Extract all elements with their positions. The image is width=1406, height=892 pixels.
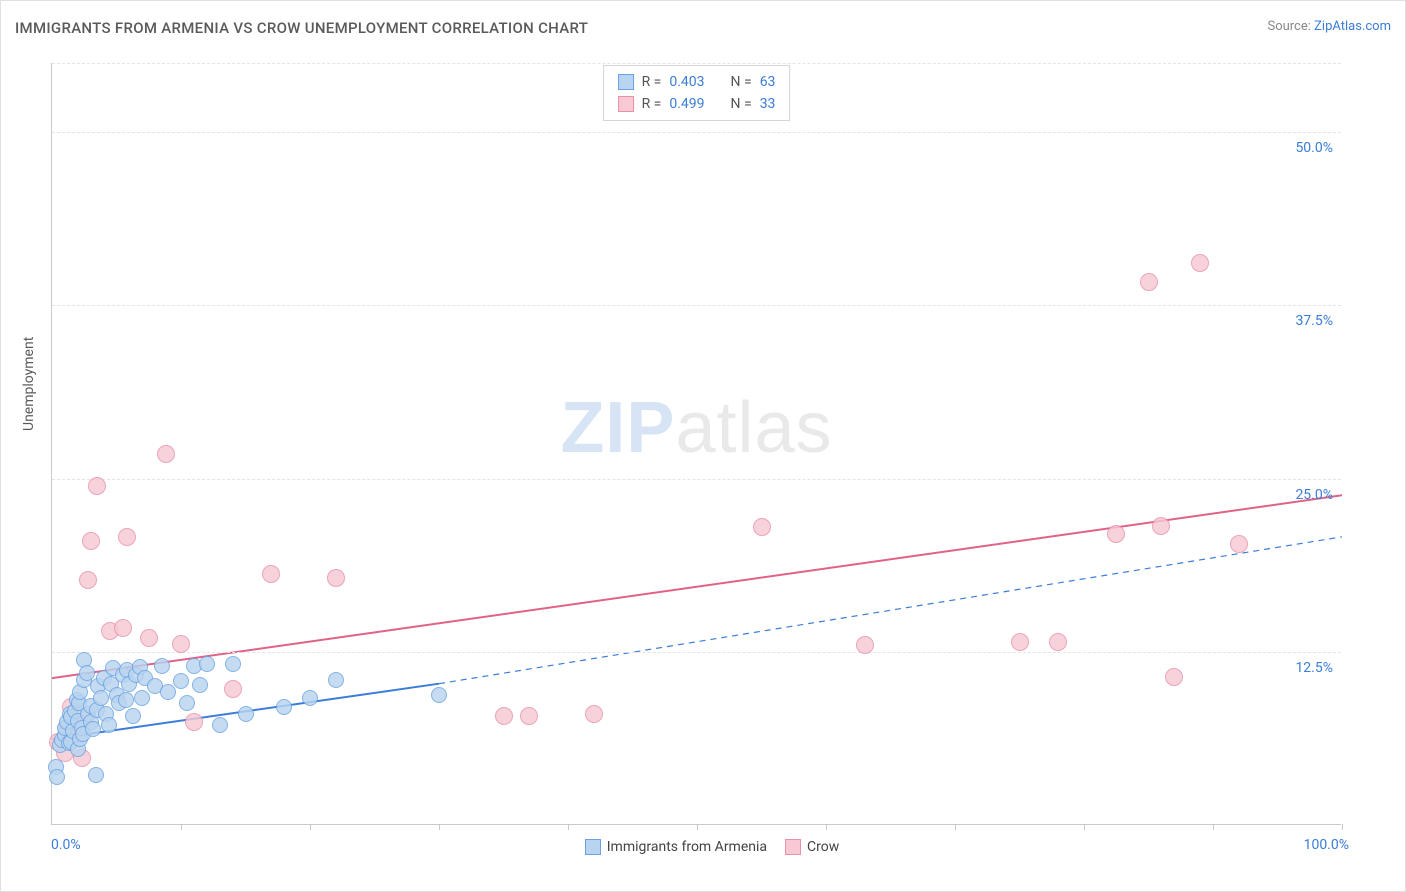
data-point: [431, 687, 447, 703]
legend-r-value: 0.403: [669, 71, 704, 93]
data-point: [157, 445, 175, 463]
data-point: [118, 692, 134, 708]
y-tick-label: 25.0%: [1295, 487, 1333, 503]
data-point: [224, 680, 242, 698]
data-point: [101, 717, 117, 733]
data-point: [179, 695, 195, 711]
x-tick-mark: [439, 824, 440, 830]
data-point: [93, 690, 109, 706]
data-point: [1191, 254, 1209, 272]
data-point: [49, 769, 65, 785]
data-point: [172, 635, 190, 653]
data-point: [118, 528, 136, 546]
data-point: [173, 673, 189, 689]
data-point: [276, 699, 292, 715]
legend-r-value: 0.499: [669, 93, 704, 115]
series-label: Crow: [807, 839, 839, 855]
x-tick-mark: [181, 824, 182, 830]
data-point: [140, 629, 158, 647]
gridline: [52, 479, 1341, 480]
data-point: [85, 721, 101, 737]
data-point: [114, 619, 132, 637]
data-point: [192, 677, 208, 693]
plot-area: ZIPatlas R =0.403N =63R =0.499N =33 50.0…: [51, 63, 1341, 825]
x-tick-mark: [1342, 824, 1343, 830]
gridline: [52, 63, 1341, 64]
data-point: [1140, 273, 1158, 291]
data-point: [302, 690, 318, 706]
legend-swatch: [618, 74, 634, 90]
data-point: [238, 706, 254, 722]
chart-container: IMMIGRANTS FROM ARMENIA VS CROW UNEMPLOY…: [0, 0, 1406, 892]
chart-title: IMMIGRANTS FROM ARMENIA VS CROW UNEMPLOY…: [15, 19, 588, 37]
x-tick-mark: [955, 824, 956, 830]
data-point: [185, 713, 203, 731]
legend-n-label: N =: [731, 71, 752, 93]
data-point: [495, 707, 513, 725]
x-tick-mark: [1213, 824, 1214, 830]
data-point: [154, 658, 170, 674]
data-point: [82, 532, 100, 550]
correlation-legend: R = 0.403 N = 63 R = 0.499 N = 33: [603, 65, 791, 121]
data-point: [199, 656, 215, 672]
data-point: [79, 571, 97, 589]
x-tick-mark: [568, 824, 569, 830]
data-point: [328, 672, 344, 688]
gridline: [52, 305, 1341, 306]
trend-line: [52, 495, 1342, 678]
data-point: [1011, 633, 1029, 651]
source-link[interactable]: ZipAtlas.com: [1314, 19, 1391, 34]
data-point: [88, 477, 106, 495]
data-point: [1165, 668, 1183, 686]
legend-swatch: [618, 96, 634, 112]
legend-r-label: R =: [642, 71, 662, 93]
data-point: [1049, 633, 1067, 651]
series-label: Immigrants from Armenia: [607, 839, 767, 855]
y-tick-label: 12.5%: [1295, 660, 1333, 676]
data-point: [225, 656, 241, 672]
data-point: [88, 767, 104, 783]
legend-row: R = 0.403 N = 63: [618, 71, 776, 93]
series-legend: Immigrants from Armenia Crow: [1, 839, 1405, 855]
data-point: [585, 705, 603, 723]
y-axis-label: Unemployment: [21, 337, 37, 431]
data-point: [160, 684, 176, 700]
y-tick-label: 37.5%: [1295, 313, 1333, 329]
data-point: [79, 665, 95, 681]
legend-n-value: 63: [760, 71, 776, 93]
data-point: [262, 565, 280, 583]
data-point: [212, 717, 228, 733]
series-swatch: [585, 839, 601, 855]
y-tick-label: 50.0%: [1295, 140, 1333, 156]
data-point: [1230, 535, 1248, 553]
data-point: [856, 636, 874, 654]
data-point: [520, 707, 538, 725]
legend-n-value: 33: [760, 93, 776, 115]
data-point: [134, 690, 150, 706]
data-point: [125, 708, 141, 724]
data-point: [753, 518, 771, 536]
x-tick-mark: [826, 824, 827, 830]
legend-r-label: R =: [642, 93, 662, 115]
source-prefix: Source:: [1267, 19, 1314, 34]
x-tick-mark: [697, 824, 698, 830]
data-point: [1107, 525, 1125, 543]
data-point: [1152, 517, 1170, 535]
gridline: [52, 132, 1341, 133]
x-tick-mark: [1084, 824, 1085, 830]
source-attribution: Source: ZipAtlas.com: [1267, 19, 1391, 34]
data-point: [327, 569, 345, 587]
legend-n-label: N =: [731, 93, 752, 115]
series-swatch: [785, 839, 801, 855]
x-tick-mark: [310, 824, 311, 830]
legend-row: R = 0.499 N = 33: [618, 93, 776, 115]
gridline: [52, 652, 1341, 653]
